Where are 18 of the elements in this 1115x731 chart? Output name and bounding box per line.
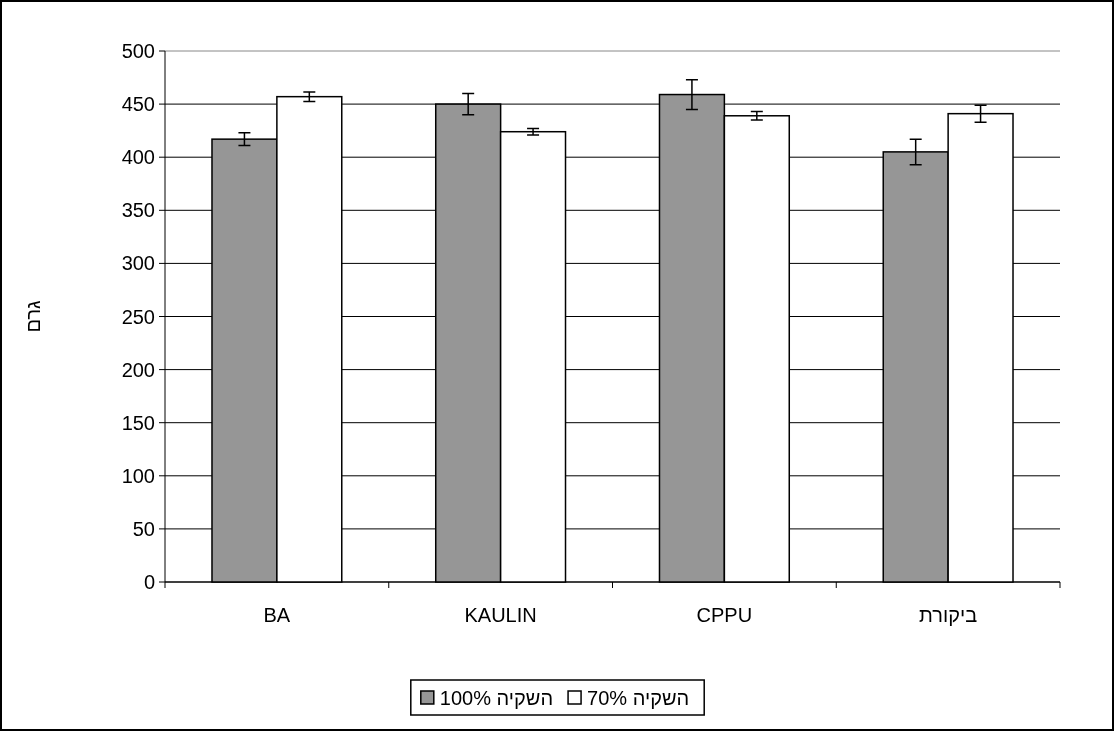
y-tick-label: 200 <box>121 358 155 381</box>
y-tick-label: 100 <box>121 464 155 487</box>
x-tick-label: ביקורת <box>919 604 978 626</box>
x-tick-label: KAULIN <box>464 604 537 626</box>
legend-label: 100% השקיה <box>439 687 554 709</box>
y-axis-title: גרם <box>22 300 44 333</box>
y-tick-label: 300 <box>121 252 155 275</box>
y-tick-label: 150 <box>121 411 155 434</box>
y-tick-label: 250 <box>121 305 155 328</box>
y-tick-label: 350 <box>121 199 155 222</box>
legend-label: 70% השקיה <box>587 687 690 709</box>
y-tick-label: 50 <box>132 517 155 540</box>
y-tick-label: 400 <box>121 146 155 169</box>
x-tick-label: BA <box>263 604 291 626</box>
y-tick-label: 450 <box>121 93 155 116</box>
y-tick-label: 0 <box>143 571 155 593</box>
y-tick-label: 500 <box>121 40 155 62</box>
x-tick-label: CPPU <box>696 604 753 626</box>
